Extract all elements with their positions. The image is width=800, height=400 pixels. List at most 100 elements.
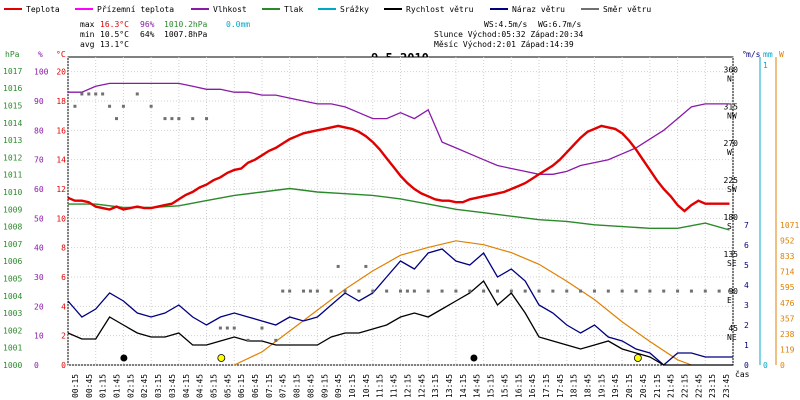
w-tick-6: 714 [780,268,795,277]
pct-tick-8: 80 [34,126,44,135]
time-tick-40: 20:15 [625,374,634,398]
wind-dir-point-7 [121,104,125,108]
wind-dir-point-24 [308,289,312,293]
wind-dir-point-0 [73,104,77,108]
w-tick-3: 357 [780,314,795,323]
time-tick-32: 16:15 [514,374,523,398]
temp-tick-1: 2 [61,332,66,341]
time-tick-13: 06:45 [251,374,260,398]
sunset-icon [633,354,642,362]
pct-tick-4: 40 [34,244,44,253]
legend-label-5: Rychlost větru [406,5,474,14]
time-tick-21: 10:45 [362,374,371,398]
wind-dir-point-8 [135,92,139,96]
hpa-tick-10: 1010 [3,188,22,197]
dir-name-5: SE [727,259,737,268]
wind-dir-point-50 [620,289,624,293]
plot-series [67,82,733,366]
time-tick-25: 12:45 [417,374,426,398]
wind-dir-point-5 [108,104,112,108]
pct-tick-0: 0 [34,361,39,370]
wind-dir-point-48 [592,289,596,293]
info-ws: WS:4.5m/s [484,20,528,29]
temp-tick-10: 20 [56,68,66,77]
dir-tick-0: 360 [724,65,739,74]
info-sun: Slunce Východ:05:32 Západ:20:34 [434,30,583,39]
time-tick-41: 20:45 [639,374,648,398]
mm-tick-0: 0 [763,361,768,370]
wind-dir-point-4 [101,92,105,96]
ms-tick-1: 1 [744,341,749,350]
x-axis: 00:15 00:45 01:15 01:45 02:15 02:45 03:15 03:45… [71,374,731,398]
ms-tick-2: 2 [744,321,749,330]
hpa-tick-4: 1004 [3,292,22,301]
legend-label-0: Teplota [26,5,60,14]
hpa-unit: hPa [5,50,20,59]
wind-dir-point-20 [274,338,278,342]
hpa-tick-1: 1001 [3,344,22,353]
wind-dir-point-19 [260,326,264,330]
series-humidity [68,82,730,175]
dir-name-3: SW [727,185,737,194]
w-tick-2: 238 [780,330,795,339]
wind-dir-point-16 [225,326,229,330]
mm-tick-1: 1 [763,61,768,70]
dir-name-6: E [727,296,732,305]
dir-tick-5: 135 [724,250,739,259]
wind-dir-point-23 [302,289,306,293]
time-tick-8: 04:15 [182,374,191,398]
legend-label-3: Tlak [284,5,303,14]
temp-tick-5: 10 [56,214,66,223]
wind-dir-point-6 [114,117,118,121]
stats-max-temp: 16.3°C [100,20,129,29]
dir-tick-7: 45 [728,324,738,333]
pct-tick-1: 10 [34,332,44,341]
hpa-tick-16: 1016 [3,84,22,93]
wind-dir-point-22 [288,289,292,293]
wind-dir-point-40 [482,289,486,293]
wind-dir-point-58 [728,289,732,293]
time-tick-44: 22:15 [681,374,690,398]
temp-tick-2: 4 [61,302,66,311]
stats-min-hum: 64% [140,30,155,39]
w-tick-9: 1071 [780,221,799,230]
dir-name-2: W [727,148,732,157]
time-tick-3: 01:45 [112,374,121,398]
time-tick-4: 02:15 [126,374,135,398]
x-axis-label: čas [735,369,750,379]
stats-min-label: min [80,30,95,39]
time-tick-1: 00:45 [85,374,94,398]
time-tick-0: 00:15 [71,374,80,398]
pct-tick-2: 20 [34,302,44,311]
dir-tick-6: 90 [728,287,738,296]
time-tick-11: 05:45 [223,374,232,398]
wind-dir-point-27 [336,264,340,268]
time-tick-26: 13:15 [431,374,440,398]
right-axes: 360N315NW270W225SW180S135SE90E45NE012345… [724,57,799,370]
wind-dir-point-15 [218,326,222,330]
time-tick-24: 12:15 [403,374,412,398]
time-tick-9: 04:45 [196,374,205,398]
wind-dir-point-32 [385,289,389,293]
wind-dir-point-18 [246,338,250,342]
time-tick-16: 08:15 [293,374,302,398]
hpa-tick-3: 1003 [3,309,22,318]
mm-unit: mm [763,50,773,59]
series-solar [234,240,692,366]
info-block: WS:4.5m/s WG:6.7m/s Slunce Východ:05:32 … [434,20,583,49]
temp-tick-0: 0 [61,361,66,370]
wind-dir-point-17 [232,326,236,330]
dir-name-0: N [727,74,732,83]
ms-unit: m/s [746,50,761,59]
ms-tick-5: 5 [744,261,749,270]
w-tick-5: 595 [780,283,795,292]
time-tick-34: 17:15 [542,374,551,398]
stats-max-press: 1010.2hPa [164,20,208,29]
legend-label-7: Směr větru [603,5,651,14]
wind-dir-point-11 [170,117,174,121]
hpa-tick-11: 1011 [3,171,22,180]
ms-tick-4: 4 [744,281,749,290]
sunrise-icon [217,354,226,362]
w-tick-1: 119 [780,345,795,354]
